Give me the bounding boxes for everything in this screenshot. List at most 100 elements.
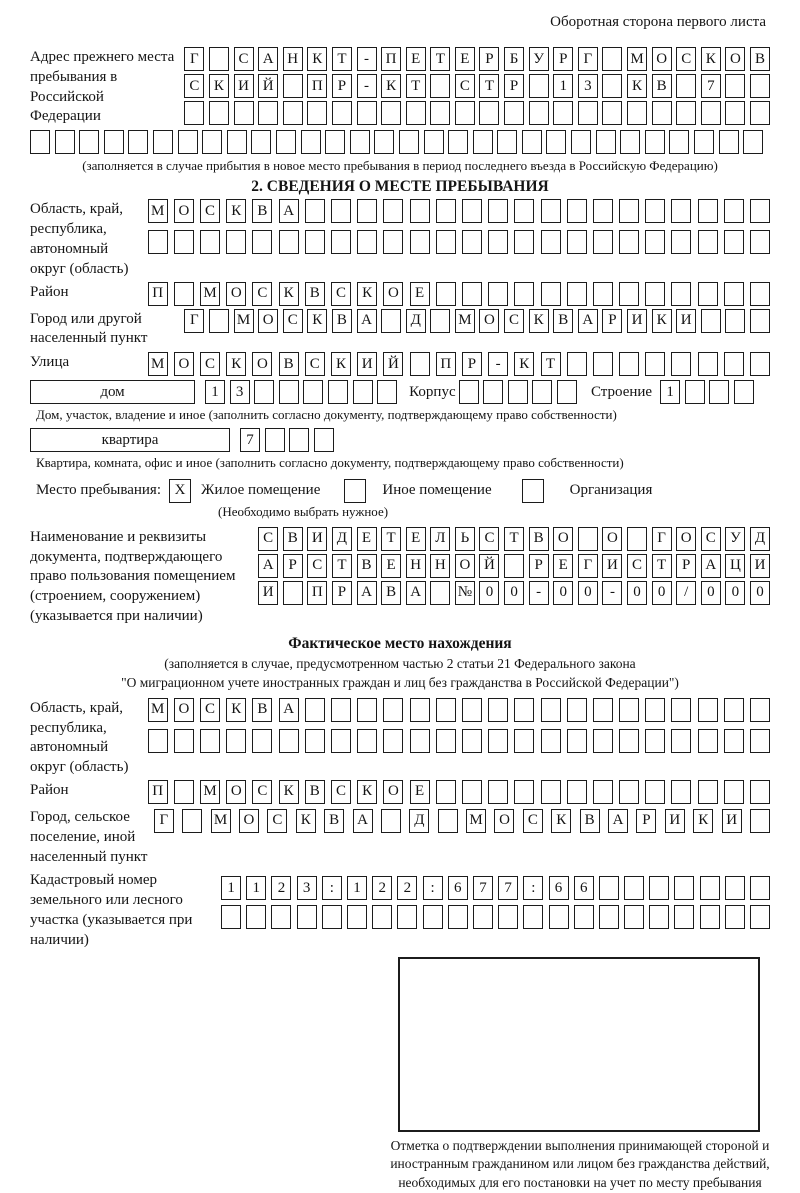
char-cell[interactable] xyxy=(488,697,509,722)
char-cell[interactable] xyxy=(435,779,456,804)
char-cell[interactable] xyxy=(725,101,746,125)
char-cell[interactable]: О xyxy=(173,199,194,224)
char-cell[interactable] xyxy=(674,905,695,930)
char-cell[interactable]: : xyxy=(422,876,443,901)
char-cell[interactable]: Е xyxy=(381,553,402,578)
char-cell[interactable] xyxy=(577,526,598,551)
char-cell[interactable]: У xyxy=(528,47,549,71)
char-cell[interactable]: Д xyxy=(331,526,352,551)
char-cell[interactable] xyxy=(304,230,325,255)
char-cell[interactable]: А xyxy=(356,308,377,333)
char-cell[interactable]: К xyxy=(278,281,299,306)
char-cell[interactable] xyxy=(409,230,430,255)
char-cell[interactable]: Ь xyxy=(454,526,475,551)
char-cell[interactable]: В xyxy=(252,199,273,224)
char-cell[interactable] xyxy=(724,905,745,930)
char-cell[interactable] xyxy=(398,130,419,155)
char-cell[interactable] xyxy=(546,130,567,155)
char-cell[interactable] xyxy=(592,230,613,255)
char-cell[interactable] xyxy=(173,281,194,306)
char-cell[interactable] xyxy=(435,697,456,722)
char-cell[interactable]: К xyxy=(307,308,328,333)
char-cell[interactable]: Г xyxy=(651,526,672,551)
char-cell[interactable] xyxy=(357,230,378,255)
char-cell[interactable]: : xyxy=(523,876,544,901)
char-cell[interactable] xyxy=(684,380,705,405)
char-cell[interactable]: С xyxy=(504,308,525,333)
char-cell[interactable] xyxy=(723,728,744,753)
char-cell[interactable]: С xyxy=(331,281,351,306)
char-cell[interactable] xyxy=(644,130,665,155)
char-cell[interactable]: К xyxy=(295,808,316,833)
char-cell[interactable] xyxy=(619,779,640,804)
char-cell[interactable]: М xyxy=(200,779,221,804)
char-cell[interactable]: Р xyxy=(528,553,549,578)
char-cell[interactable] xyxy=(488,230,509,255)
char-cell[interactable]: Т xyxy=(651,553,672,578)
char-cell[interactable] xyxy=(528,74,549,98)
char-cell[interactable]: Й xyxy=(258,74,279,98)
char-cell[interactable] xyxy=(724,876,745,901)
char-cell[interactable] xyxy=(184,101,205,125)
char-cell[interactable]: К xyxy=(514,352,535,377)
char-cell[interactable]: Н xyxy=(430,553,451,578)
char-cell[interactable] xyxy=(723,230,744,255)
char-cell[interactable] xyxy=(447,905,468,930)
char-cell[interactable] xyxy=(258,101,279,125)
char-cell[interactable]: С xyxy=(258,526,279,551)
checkbox-residential[interactable]: X xyxy=(169,478,191,503)
char-cell[interactable] xyxy=(226,230,247,255)
char-cell[interactable] xyxy=(208,47,229,71)
char-cell[interactable]: К xyxy=(226,199,247,224)
char-cell[interactable] xyxy=(422,905,443,930)
char-cell[interactable] xyxy=(676,74,697,98)
checkbox-organization[interactable] xyxy=(521,478,544,503)
char-cell[interactable] xyxy=(347,905,367,930)
char-cell[interactable] xyxy=(651,101,672,125)
char-cell[interactable] xyxy=(372,905,393,930)
char-cell[interactable] xyxy=(430,308,451,333)
char-cell[interactable] xyxy=(725,74,746,98)
char-cell[interactable] xyxy=(595,130,616,155)
char-cell[interactable]: Т xyxy=(405,74,426,98)
char-cell[interactable]: Р xyxy=(479,47,500,71)
char-cell[interactable]: С xyxy=(522,808,543,833)
char-cell[interactable] xyxy=(571,130,592,155)
char-cell[interactable]: С xyxy=(200,697,221,722)
char-cell[interactable] xyxy=(514,728,535,753)
char-cell[interactable] xyxy=(602,47,623,71)
char-cell[interactable] xyxy=(645,199,666,224)
char-cell[interactable] xyxy=(300,130,321,155)
char-cell[interactable]: О xyxy=(258,308,279,333)
char-cell[interactable] xyxy=(671,230,692,255)
char-cell[interactable]: 2 xyxy=(397,876,418,901)
char-cell[interactable] xyxy=(430,74,451,98)
char-cell[interactable]: К xyxy=(208,74,229,98)
char-cell[interactable] xyxy=(566,728,587,753)
char-cell[interactable] xyxy=(233,101,254,125)
char-cell[interactable] xyxy=(208,101,229,125)
char-cell[interactable]: С xyxy=(200,199,221,224)
char-cell[interactable]: 2 xyxy=(372,876,393,901)
char-cell[interactable]: О xyxy=(383,779,404,804)
char-cell[interactable] xyxy=(671,697,692,722)
char-cell[interactable] xyxy=(700,308,721,333)
char-cell[interactable]: 7 xyxy=(700,74,721,98)
char-cell[interactable] xyxy=(750,905,770,930)
char-cell[interactable]: П xyxy=(381,47,402,71)
char-cell[interactable] xyxy=(602,74,623,98)
char-cell[interactable] xyxy=(409,697,430,722)
char-cell[interactable] xyxy=(435,728,456,753)
char-cell[interactable]: 3 xyxy=(229,380,250,405)
char-cell[interactable] xyxy=(671,281,692,306)
char-cell[interactable]: Д xyxy=(405,308,426,333)
char-cell[interactable]: С xyxy=(454,74,475,98)
char-cell[interactable] xyxy=(202,130,223,155)
char-cell[interactable] xyxy=(694,130,715,155)
char-cell[interactable]: 0 xyxy=(700,580,721,605)
char-cell[interactable]: 1 xyxy=(347,876,367,901)
char-cell[interactable] xyxy=(488,728,509,753)
apartment-type-box[interactable]: квартира xyxy=(30,428,230,453)
char-cell[interactable] xyxy=(573,905,594,930)
char-cell[interactable] xyxy=(750,74,770,98)
